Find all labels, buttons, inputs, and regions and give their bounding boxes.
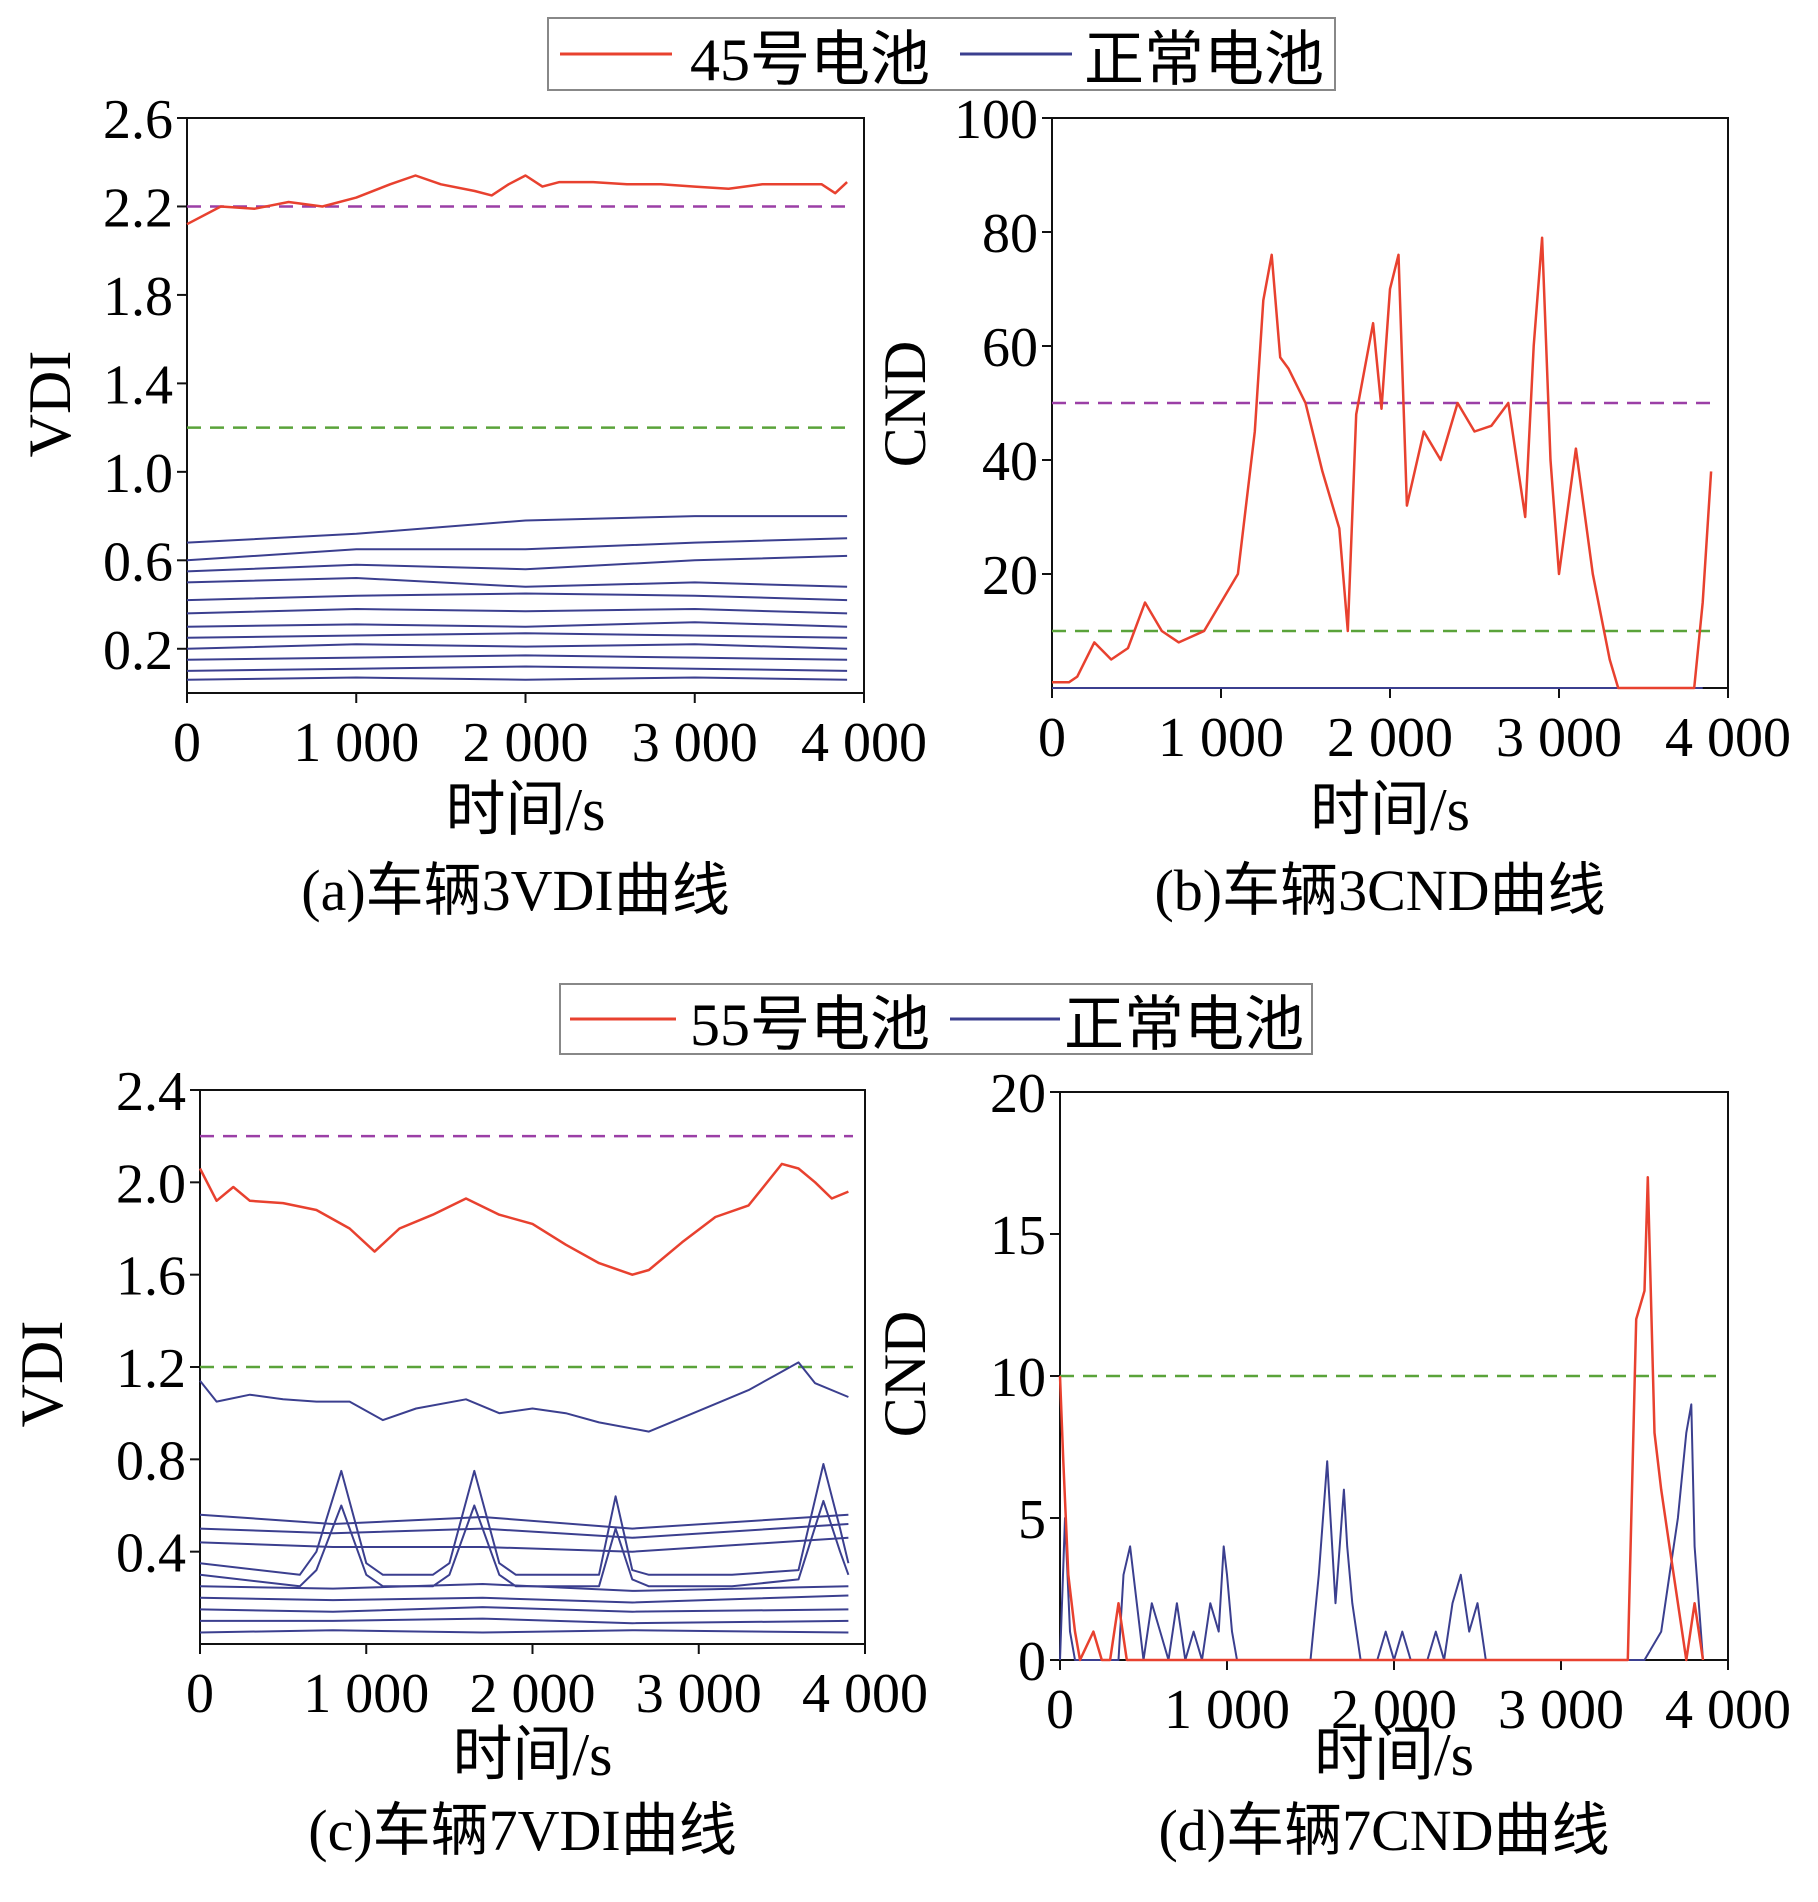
y-axis-label: CND (872, 341, 938, 468)
x-axis-label: 时间/s (1314, 1722, 1474, 1788)
x-tick-label: 2 000 (463, 712, 589, 774)
series-line-normal (199, 1361, 849, 1433)
series-line-normal (186, 608, 848, 615)
x-tick-label: 2 000 (1327, 707, 1453, 769)
y-tick-label: 20 (990, 1063, 1046, 1125)
x-tick-label: 0 (186, 1663, 214, 1725)
y-tick-label: 1.6 (116, 1246, 186, 1308)
series-line-normal (186, 592, 848, 602)
legend-bottom-frame (559, 983, 1313, 1055)
y-axis-label: VDI (9, 1321, 75, 1428)
x-tick-label: 3 000 (1496, 707, 1622, 769)
x-tick-label: 1 000 (303, 1663, 429, 1725)
y-tick-label: 0 (1018, 1631, 1046, 1693)
y-axis-label: CND (872, 1311, 938, 1438)
plot-frame (186, 117, 865, 694)
y-tick-label: 2.2 (103, 177, 173, 239)
x-axis-label: 时间/s (452, 1722, 612, 1788)
legend-top: 45号电池 正常电池 (547, 17, 1336, 93)
series-line-abnormal (1058, 1175, 1705, 1662)
x-tick-label: 4 000 (802, 1663, 928, 1725)
chart-vehicle7-cnd: 0 1 000 2 000 3 000 4 000 0 5 10 15 20 时间/s CND (d)车… (872, 1063, 1791, 1863)
x-tick-label: 1 000 (1164, 1679, 1290, 1741)
x-tick-label: 1 000 (1158, 707, 1284, 769)
y-axis-label: VDI (17, 351, 83, 458)
x-tick-label: 2 000 (470, 1663, 596, 1725)
legend-top-frame (547, 17, 1336, 91)
y-tick-label: 80 (982, 203, 1038, 265)
y-tick-label: 60 (982, 317, 1038, 379)
y-tick-label: 2.4 (116, 1061, 186, 1123)
chart-vehicle3-cnd: 0 1 000 2 000 3 000 4 000 20 40 60 80 100 时间/s CND (… (872, 89, 1791, 923)
series-line-abnormal (198, 1162, 849, 1276)
y-tick-label: 0.8 (116, 1430, 186, 1492)
y-tick-label: 5 (1018, 1489, 1046, 1551)
x-tick-label: 0 (1038, 707, 1066, 769)
x-tick-label: 0 (1046, 1679, 1074, 1741)
legend-bottom-red-label: 55号电池 (690, 992, 930, 1058)
y-tick-label: 2.0 (116, 1153, 186, 1215)
legend-bottom-blue-label: 正常电池 (1064, 992, 1304, 1058)
y-tick-label: 40 (982, 431, 1038, 493)
x-tick-label: 3 000 (636, 1663, 762, 1725)
legend-top-blue-label: 正常电池 (1084, 27, 1324, 93)
chart-caption: (d)车辆7CND曲线 (1158, 1798, 1609, 1863)
y-tick-label: 0.6 (103, 531, 173, 593)
legend-bottom: 55号电池 正常电池 (559, 983, 1313, 1058)
x-tick-label: 3 000 (1498, 1679, 1624, 1741)
series-line-normal (200, 1617, 849, 1625)
y-tick-label: 10 (990, 1347, 1046, 1409)
y-tick-label: 1.0 (103, 443, 173, 505)
series-line-normal (186, 643, 848, 650)
x-tick-label: 0 (173, 712, 201, 774)
series-line-normal (186, 515, 848, 544)
y-tick-label: 1.4 (103, 354, 173, 416)
series-line-normal (186, 537, 848, 562)
series-line-normal (199, 1513, 849, 1530)
series-line-normal (199, 1629, 849, 1634)
y-tick-label: 2.6 (103, 89, 173, 151)
series-line-abnormal (186, 174, 848, 226)
chart-vehicle7-vdi: 0 1 000 2 000 3 000 4 000 0.4 0.8 1.2 1.6 2.0 2.4 时… (9, 1061, 928, 1863)
series-line-normal (186, 676, 848, 681)
series-line-normal (186, 554, 848, 573)
series-line-normal (199, 1523, 849, 1539)
x-tick-label: 1 000 (293, 712, 419, 774)
chart-caption: (c)车辆7VDI曲线 (308, 1798, 736, 1863)
series-line-normal (199, 1594, 849, 1604)
y-tick-label: 0.4 (116, 1523, 186, 1585)
x-tick-label: 2 000 (1331, 1679, 1457, 1741)
series-line-normal (199, 1463, 850, 1576)
x-axis-label: 时间/s (1310, 777, 1470, 843)
y-tick-label: 0.2 (103, 620, 173, 682)
y-tick-label: 1.8 (103, 266, 173, 328)
y-tick-label: 100 (954, 89, 1038, 151)
series-line-normal (199, 1606, 849, 1613)
series-line-abnormal (1052, 236, 1713, 690)
y-tick-label: 1.2 (116, 1338, 186, 1400)
series-line-normal (186, 632, 848, 639)
legend-top-red-label: 45号电池 (690, 27, 930, 93)
y-tick-label: 15 (990, 1205, 1046, 1267)
series-line-normal (186, 654, 848, 661)
x-tick-label: 3 000 (632, 712, 758, 774)
series-line-normal (1059, 1403, 1704, 1661)
chart-vehicle3-vdi: 0 1 000 2 000 3 000 4 000 0.2 0.6 1.0 1.4 1.8 2.2 2… (17, 89, 927, 923)
series-line-normal (186, 577, 848, 588)
x-tick-label: 4 000 (801, 712, 927, 774)
x-tick-label: 4 000 (1665, 1679, 1791, 1741)
x-tick-label: 4 000 (1665, 707, 1791, 769)
chart-caption: (b)车辆3CND曲线 (1154, 858, 1605, 923)
series-line-normal (186, 665, 848, 672)
series-line-normal (186, 621, 848, 628)
x-axis-label: 时间/s (445, 777, 605, 843)
y-tick-label: 20 (982, 545, 1038, 607)
series-line-normal (199, 1536, 849, 1553)
chart-caption: (a)车辆3VDI曲线 (301, 858, 729, 923)
series-line-normal (199, 1583, 849, 1592)
